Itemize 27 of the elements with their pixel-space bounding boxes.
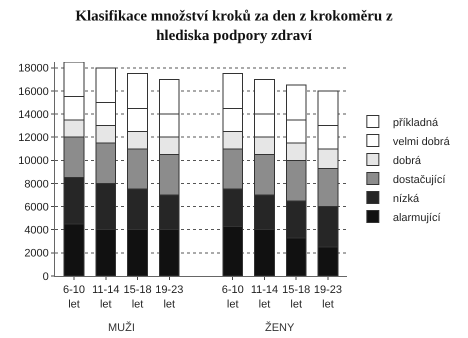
legend-label: dobrá [392, 154, 422, 167]
x-tick-label: 6-10 let [63, 284, 86, 310]
legend-label: velmi dobrá [392, 136, 451, 148]
text: ŽENY [265, 321, 295, 334]
y-tick-label: 16000 [18, 86, 49, 98]
text: MUŽI [108, 321, 135, 334]
legend-label: nízká [392, 192, 420, 205]
y-tick-label: 14000 [18, 108, 49, 121]
legend-label: dostačující [392, 174, 446, 186]
y-tick-label: 8000 [24, 178, 49, 190]
legend-label: alarmující [392, 212, 442, 224]
x-tick-label: 19-23 let [155, 284, 184, 310]
legend-label: příkladná [392, 116, 439, 129]
y-tick-label: 10000 [18, 155, 49, 168]
y-tick-label: 0 [42, 270, 49, 283]
chart-title: Klasifikace množství kroků za den z krokoměru z hlediska podpory zdraví [75, 8, 394, 44]
y-tick-label: 2000 [24, 248, 49, 260]
y-tick-label: 4000 [24, 224, 49, 237]
y-tick-label: 18000 [18, 62, 49, 75]
x-tick-label: 11-14 let [92, 284, 120, 310]
x-tick-label: 15-18 let [123, 284, 152, 310]
y-tick-label: 12000 [18, 132, 49, 144]
x-tick-label: 6-10 let [222, 284, 244, 310]
x-tick-label: 19-23 let [314, 284, 342, 310]
x-tick-label: 11-14 let [250, 284, 278, 310]
y-tick-label: 6000 [24, 201, 49, 214]
x-tick-label: 15-18 let [282, 284, 310, 310]
